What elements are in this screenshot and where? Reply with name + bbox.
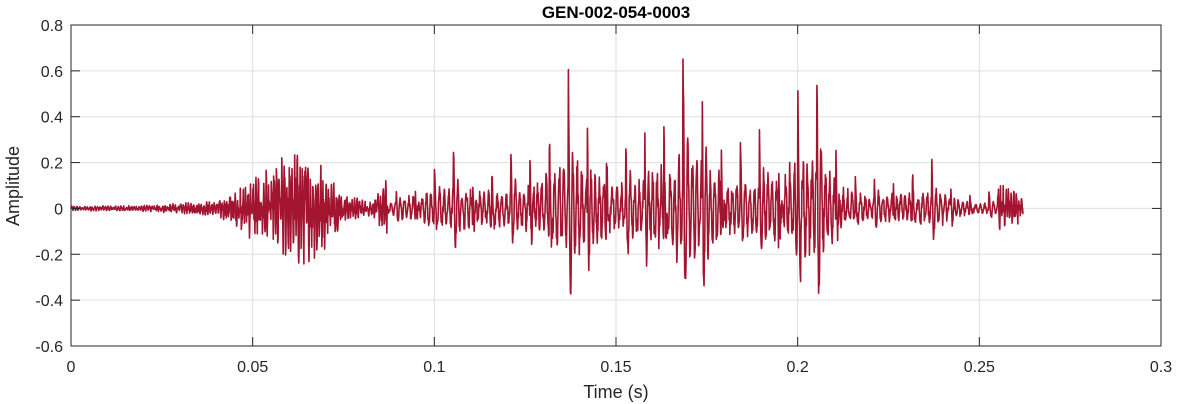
y-tick-label: 0.4 <box>41 110 63 127</box>
y-tick-label: 0 <box>54 201 63 218</box>
x-tick-label: 0.05 <box>237 359 268 376</box>
x-tick-labels: 0 0.05 0.1 0.15 0.2 0.25 0.3 <box>67 359 1173 376</box>
y-tick-label: 0.8 <box>41 18 63 35</box>
x-tick-label: 0 <box>67 359 76 376</box>
y-tick-labels: -0.6 -0.4 -0.2 0 0.2 0.4 0.6 0.8 <box>35 18 63 356</box>
y-tick-label: -0.2 <box>35 247 63 264</box>
x-tick-label: 0.15 <box>600 359 631 376</box>
y-axis-label: Amplitude <box>3 146 23 226</box>
series-layer <box>70 58 1024 295</box>
x-tick-label: 0.3 <box>1150 359 1172 376</box>
chart-title: GEN-002-054-0003 <box>542 3 690 22</box>
series-line <box>70 58 1024 295</box>
y-tick-label: -0.6 <box>35 339 63 356</box>
x-axis-label: Time (s) <box>583 382 648 402</box>
x-tick-label: 0.2 <box>787 359 809 376</box>
y-tick-label: -0.4 <box>35 293 63 310</box>
y-tick-label: 0.2 <box>41 156 63 173</box>
x-tick-label: 0.1 <box>423 359 445 376</box>
tick-marks <box>70 24 1162 347</box>
y-tick-label: 0.6 <box>41 64 63 81</box>
x-tick-label: 0.25 <box>964 359 995 376</box>
